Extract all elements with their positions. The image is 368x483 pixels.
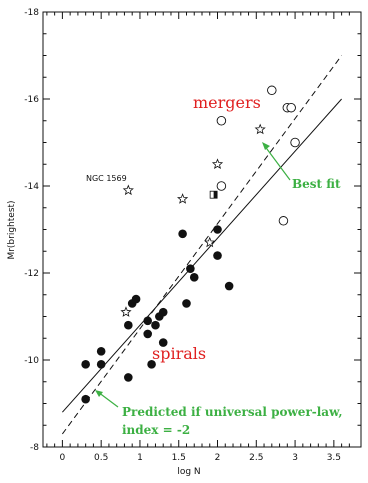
spiral-galaxy-point	[158, 338, 168, 347]
spiral-galaxy-point	[143, 316, 153, 326]
ngc-annotation: NGC 1569	[86, 174, 127, 183]
predicted-power-law-line	[61, 55, 343, 435]
y-tick-label: -14	[24, 182, 39, 192]
merger-point	[286, 102, 296, 113]
x-tick-label: 3	[292, 453, 298, 463]
spiral-galaxy-point	[147, 360, 156, 369]
spiral-galaxy-point	[81, 360, 90, 369]
data-markers	[81, 85, 300, 404]
spiral-galaxy-point	[143, 329, 153, 339]
star-point	[204, 236, 216, 248]
spiral-galaxy-point	[158, 307, 168, 317]
spiral-galaxy-point	[224, 281, 234, 291]
merger-point	[267, 85, 277, 96]
merger-point	[216, 115, 227, 126]
spiral-galaxy-point	[124, 320, 133, 330]
x-axis-label: log N	[177, 467, 200, 477]
spiral-galaxy-point	[96, 347, 106, 356]
y-tick-label: -10	[24, 356, 39, 366]
predicted-arrowhead	[95, 390, 103, 397]
spiral-galaxy-point	[81, 394, 90, 404]
star-point	[122, 184, 134, 196]
x-tick-label: 1	[137, 453, 143, 463]
predicted-arrow	[97, 391, 119, 408]
x-tick-label: 0.5	[94, 453, 108, 463]
spiral-galaxy-point	[178, 229, 187, 239]
annotation-arrows	[95, 142, 291, 408]
y-axis-label: Mr(brightest)	[7, 200, 17, 259]
star-point	[177, 193, 189, 204]
spiral-galaxy-point	[186, 264, 195, 273]
best-fit-arrow	[263, 144, 291, 181]
best-fit-arrowhead	[262, 142, 270, 150]
x-tick-label: 2	[215, 453, 221, 463]
plot-frame	[42, 11, 362, 448]
x-tick-label: 0	[60, 453, 66, 463]
spiral-galaxy-point	[189, 273, 199, 282]
merger-point	[216, 181, 227, 191]
y-tick-label: -16	[24, 95, 39, 105]
spiral-galaxy-point	[151, 320, 160, 330]
spiral-galaxy-point	[131, 294, 141, 304]
spiral-galaxy-point	[213, 251, 222, 260]
axis-ticks	[43, 11, 361, 448]
axis-tick-labels: 0 0.5 1 1.5 2 2.5 3 3.5 -18 -16 -14 -12 -10 -8	[24, 8, 341, 463]
y-tick-label: -18	[24, 8, 39, 18]
merger-point	[290, 137, 300, 148]
x-tick-label: 2.5	[249, 453, 263, 463]
star-point	[211, 158, 224, 170]
spirals-annotation: spirals	[152, 344, 206, 363]
spiral-galaxy-point	[213, 225, 222, 234]
fit-lines	[61, 55, 343, 435]
x-tick-label: 3.5	[327, 453, 341, 463]
predicted-annotation-line1: Predicted if universal power-law,	[122, 405, 343, 419]
spiral-galaxy-point	[124, 373, 133, 382]
mergers-annotation: mergers	[193, 93, 261, 112]
predicted-annotation-line2: index = -2	[122, 423, 190, 437]
y-tick-label: -12	[24, 269, 39, 279]
spiral-galaxy-point	[182, 299, 191, 308]
x-tick-label: 1.5	[172, 453, 186, 463]
spiral-galaxy-point	[96, 360, 106, 369]
star-point	[254, 123, 266, 135]
best-fit-line	[62, 98, 342, 413]
best-fit-annotation: Best fit	[292, 177, 341, 191]
square-point-fill	[213, 191, 218, 199]
star-point	[120, 306, 132, 317]
merger-point	[278, 216, 289, 226]
y-tick-label: -8	[30, 443, 39, 453]
